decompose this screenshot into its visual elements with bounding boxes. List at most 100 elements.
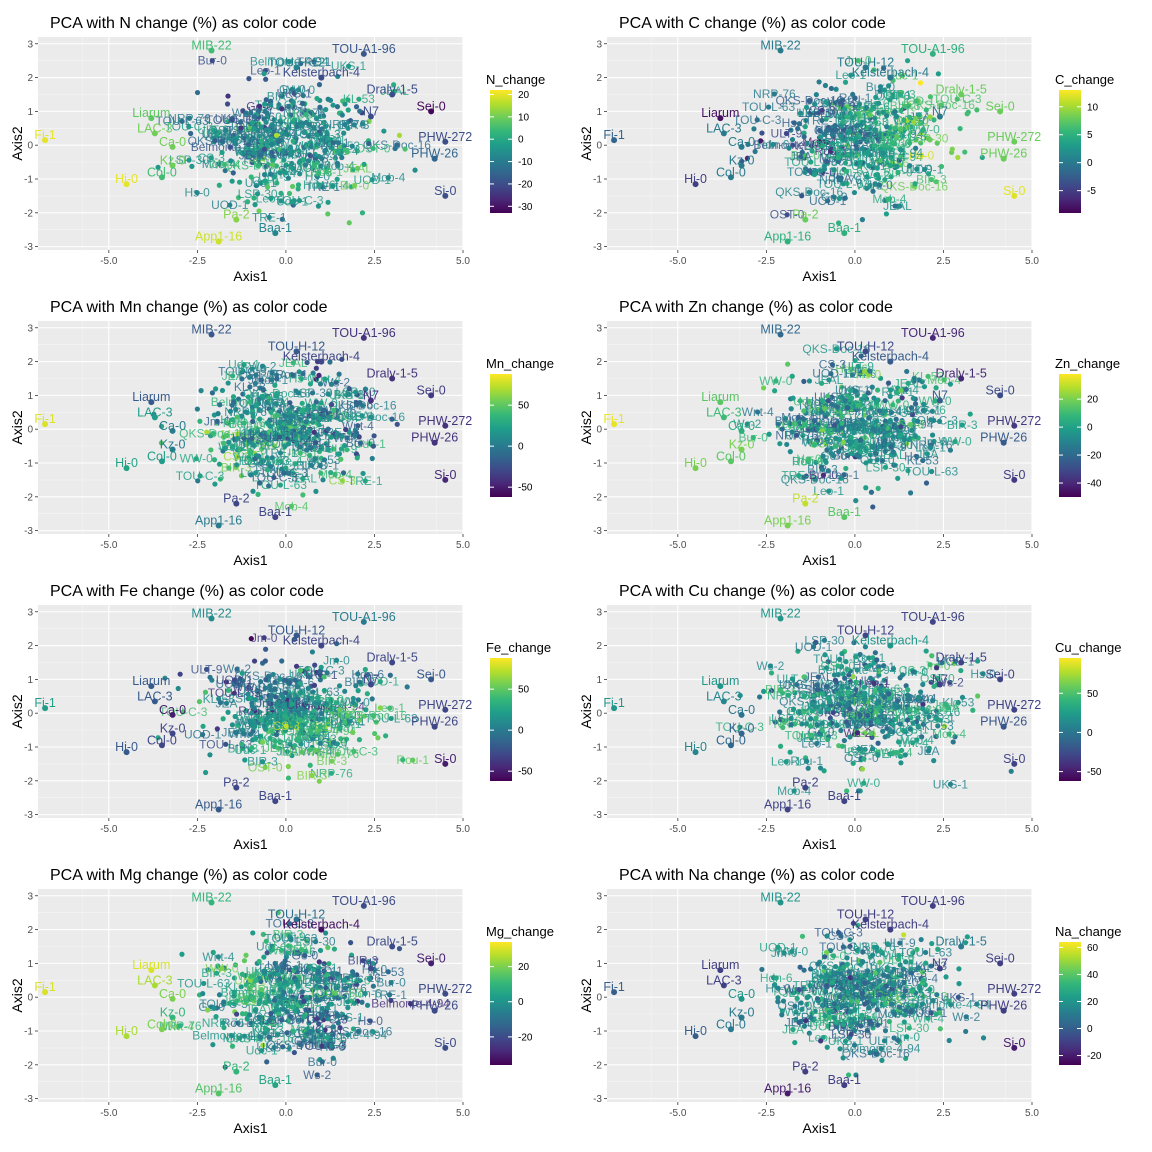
data-point bbox=[431, 439, 438, 446]
data-point bbox=[303, 447, 310, 453]
data-point bbox=[306, 121, 312, 128]
data-point bbox=[263, 76, 269, 82]
point-label: Pa-2 bbox=[223, 776, 249, 790]
data-point bbox=[309, 649, 316, 655]
data-point bbox=[169, 162, 176, 169]
point-label: Ge-0 bbox=[246, 99, 273, 113]
point-label: TOU-C-3 bbox=[260, 466, 309, 480]
data-point bbox=[175, 685, 181, 692]
point-label: BIR-3 bbox=[339, 118, 370, 132]
point-label: TRE-1 bbox=[805, 113, 840, 127]
data-point bbox=[331, 407, 337, 413]
data-point bbox=[248, 636, 254, 642]
data-point bbox=[442, 192, 449, 199]
point-label: UKS-1 bbox=[828, 1034, 864, 1048]
data-point bbox=[789, 136, 796, 143]
point-label: Ca-0 bbox=[159, 987, 186, 1001]
legend-title: Na_change bbox=[1055, 924, 1122, 939]
data-point bbox=[210, 949, 216, 955]
point-label: Hi-0 bbox=[684, 172, 707, 186]
point-label: WW-0 bbox=[907, 123, 940, 137]
x-tick-label: -2.5 bbox=[189, 540, 207, 551]
data-point bbox=[886, 691, 892, 697]
point-label: CS-3 bbox=[288, 119, 316, 133]
data-point bbox=[299, 100, 306, 106]
data-point bbox=[738, 162, 745, 169]
data-point bbox=[770, 141, 776, 148]
data-point bbox=[307, 762, 313, 768]
data-point bbox=[784, 238, 791, 245]
data-point bbox=[230, 373, 236, 379]
data-point bbox=[270, 158, 276, 164]
point-label: Dralv-1-5 bbox=[366, 82, 417, 96]
point-label: LAC-3 bbox=[137, 689, 172, 703]
data-point bbox=[888, 174, 894, 180]
data-point bbox=[796, 473, 802, 479]
data-point bbox=[844, 168, 850, 174]
point-label: QKS-Doc-16 bbox=[880, 179, 948, 193]
data-point bbox=[287, 400, 293, 406]
data-point bbox=[822, 82, 829, 89]
point-label: LAC-3 bbox=[706, 121, 741, 135]
data-point bbox=[872, 115, 878, 121]
data-point bbox=[1011, 138, 1018, 145]
data-point bbox=[339, 433, 345, 440]
data-point bbox=[335, 415, 341, 421]
point-label: PHW-272 bbox=[418, 982, 472, 996]
data-point bbox=[289, 199, 295, 205]
y-tick-label: -3 bbox=[24, 526, 33, 537]
point-label: Dralv-1-5 bbox=[366, 366, 417, 380]
data-point bbox=[881, 150, 887, 156]
data-point bbox=[848, 136, 854, 142]
data-point bbox=[239, 741, 245, 747]
data-point bbox=[343, 426, 349, 433]
data-point bbox=[914, 946, 920, 953]
data-point bbox=[220, 440, 227, 446]
data-point bbox=[375, 735, 381, 741]
data-point bbox=[288, 503, 295, 509]
point-label: Fi-1 bbox=[34, 980, 56, 994]
point-label: Hi-0 bbox=[684, 740, 707, 754]
data-point bbox=[952, 438, 958, 445]
data-point bbox=[857, 159, 864, 165]
data-point bbox=[865, 390, 871, 396]
x-tick-label: -5.0 bbox=[669, 824, 687, 835]
data-point bbox=[287, 428, 293, 434]
colorbar bbox=[490, 942, 512, 1065]
point-label: Bur-0 bbox=[198, 54, 228, 68]
point-label: PHW-272 bbox=[418, 130, 472, 144]
data-point bbox=[867, 452, 873, 458]
data-point bbox=[314, 141, 320, 148]
data-point bbox=[847, 734, 853, 740]
point-label: PHW-272 bbox=[987, 414, 1041, 428]
data-point bbox=[864, 149, 871, 155]
point-label: PHW-272 bbox=[418, 414, 472, 428]
point-label: Fi-1 bbox=[34, 696, 56, 710]
point-label: CS-3 bbox=[297, 1024, 325, 1038]
data-point bbox=[308, 109, 314, 115]
data-point bbox=[203, 769, 209, 776]
data-point bbox=[313, 376, 319, 382]
point-label: JEAL bbox=[380, 84, 409, 98]
point-label: LSP-30 bbox=[798, 106, 838, 120]
data-point bbox=[186, 115, 193, 121]
data-point bbox=[788, 127, 794, 133]
data-point bbox=[353, 104, 360, 110]
data-point bbox=[330, 102, 336, 108]
data-point bbox=[822, 138, 828, 144]
data-point bbox=[279, 130, 286, 136]
colorbar bbox=[1059, 374, 1081, 497]
point-label: Liarum bbox=[132, 106, 170, 120]
colorbar-label: -10 bbox=[518, 157, 533, 168]
data-point bbox=[298, 123, 304, 129]
x-tick-label: 5.0 bbox=[1025, 540, 1039, 551]
colorbar-label: -30 bbox=[518, 202, 533, 213]
point-label: TRE-1 bbox=[781, 469, 816, 483]
data-point bbox=[927, 986, 933, 993]
colorbar-label: -20 bbox=[518, 1032, 533, 1043]
data-point bbox=[825, 198, 831, 204]
data-point bbox=[859, 145, 866, 152]
point-label: Kelsterbach-4 bbox=[283, 66, 360, 80]
data-point bbox=[262, 101, 268, 107]
point-label: JEAL bbox=[348, 409, 377, 423]
